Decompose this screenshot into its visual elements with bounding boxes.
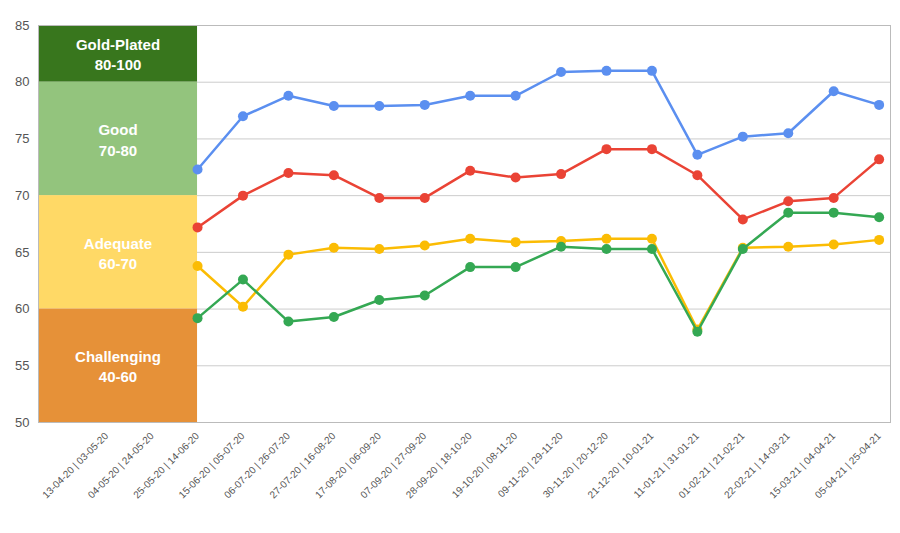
svg-text:55: 55 bbox=[15, 358, 29, 373]
svg-text:05-04-21 | 25-04-21: 05-04-21 | 25-04-21 bbox=[813, 430, 883, 500]
svg-text:19-10-20 | 08-11-20: 19-10-20 | 08-11-20 bbox=[449, 430, 520, 500]
svg-text:25-05-20 | 14-06-20: 25-05-20 | 14-06-20 bbox=[131, 430, 202, 501]
svg-text:21-12-20 | 10-01-21: 21-12-20 | 10-01-21 bbox=[585, 430, 656, 501]
svg-text:22-02-21 | 14-03-21: 22-02-21 | 14-03-21 bbox=[721, 430, 792, 501]
svg-text:27-07-20 | 16-08-20: 27-07-20 | 16-08-20 bbox=[267, 430, 338, 501]
svg-text:50: 50 bbox=[15, 415, 29, 430]
svg-text:Good70-80: Good70-80 bbox=[98, 121, 137, 158]
svg-text:65: 65 bbox=[15, 245, 29, 260]
svg-text:07-09-20 | 27-09-20: 07-09-20 | 27-09-20 bbox=[358, 430, 429, 501]
svg-text:30-11-20 | 20-12-20: 30-11-20 | 20-12-20 bbox=[540, 430, 611, 500]
svg-text:Gold-Plated80-100: Gold-Plated80-100 bbox=[76, 36, 160, 73]
svg-text:15-03-21 | 04-04-21: 15-03-21 | 04-04-21 bbox=[767, 430, 838, 501]
svg-text:09-11-20 | 29-11-20: 09-11-20 | 29-11-20 bbox=[495, 430, 565, 500]
svg-text:80: 80 bbox=[15, 74, 29, 89]
svg-text:Adequate60-70: Adequate60-70 bbox=[84, 235, 152, 272]
svg-text:60: 60 bbox=[15, 301, 29, 316]
svg-text:01-02-21 | 21-02-21: 01-02-21 | 21-02-21 bbox=[676, 430, 747, 501]
svg-text:11-01-21 | 31-01-21: 11-01-21 | 31-01-21 bbox=[631, 430, 702, 500]
svg-text:15-06-20 | 05-07-20: 15-06-20 | 05-07-20 bbox=[176, 430, 247, 501]
svg-text:17-08-20 | 06-09-20: 17-08-20 | 06-09-20 bbox=[312, 430, 383, 501]
svg-text:28-09-20 | 18-10-20: 28-09-20 | 18-10-20 bbox=[403, 430, 474, 501]
svg-text:85: 85 bbox=[15, 18, 29, 33]
svg-text:Challenging40-60: Challenging40-60 bbox=[75, 348, 161, 385]
svg-text:75: 75 bbox=[15, 131, 29, 146]
svg-text:06-07-20 | 26-07-20: 06-07-20 | 26-07-20 bbox=[221, 430, 293, 501]
svg-text:70: 70 bbox=[15, 188, 29, 203]
svg-text:13-04-20 | 03-05-20: 13-04-20 | 03-05-20 bbox=[40, 430, 111, 501]
svg-text:04-05-20 | 24-05-20: 04-05-20 | 24-05-20 bbox=[85, 430, 156, 501]
